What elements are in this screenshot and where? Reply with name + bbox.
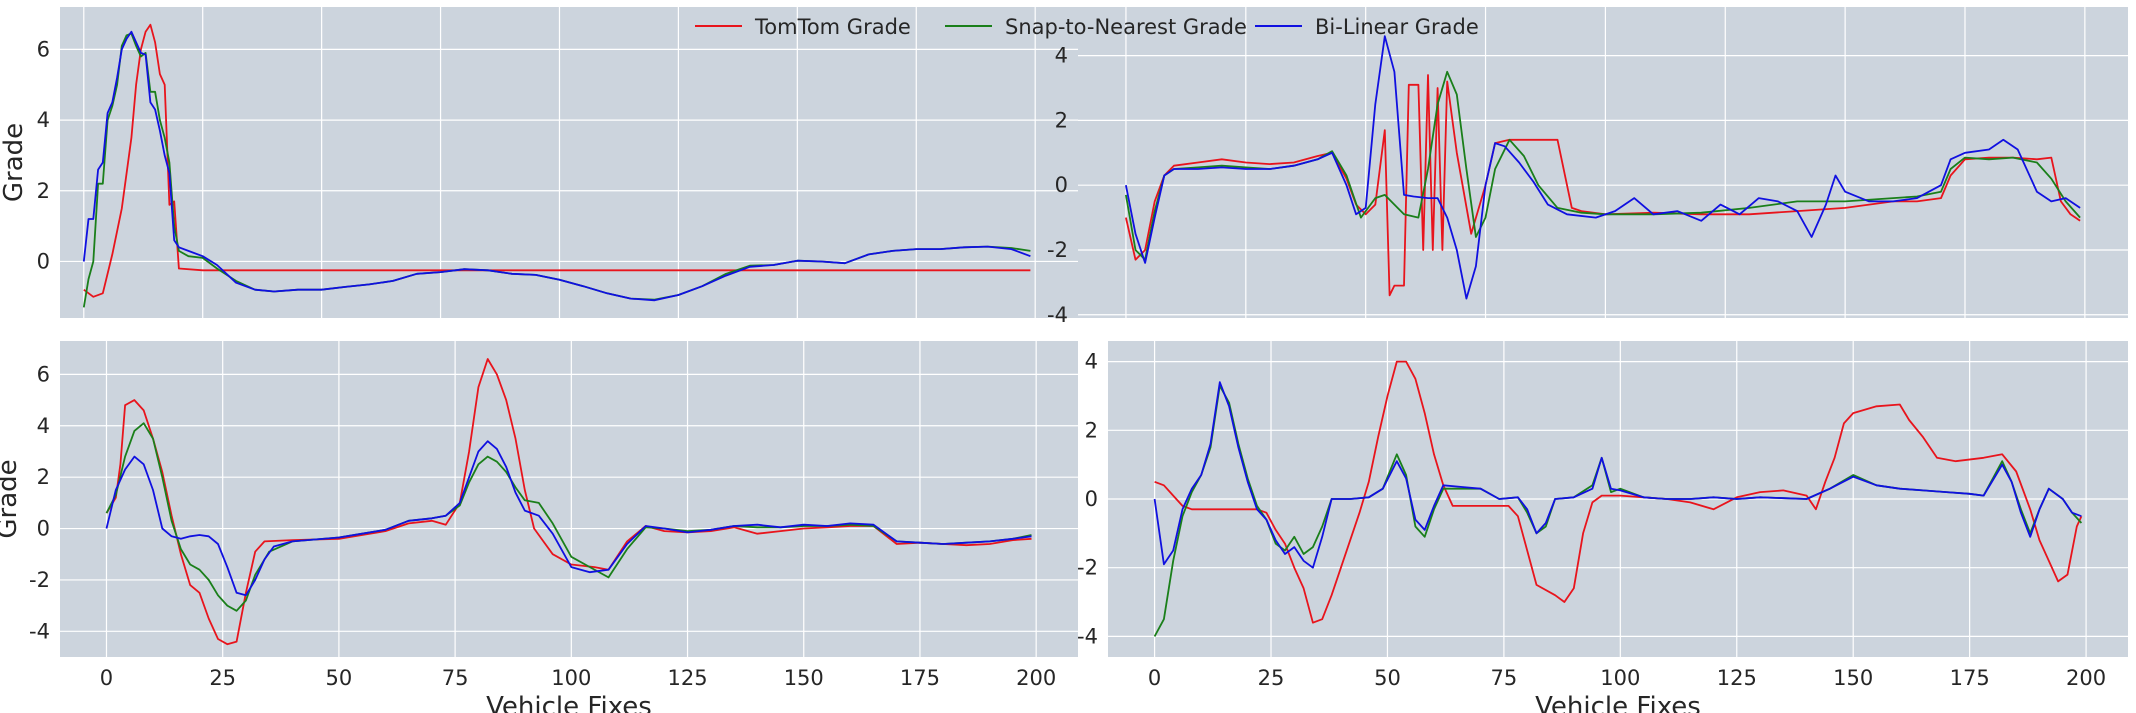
x-tick-label: 50	[326, 666, 353, 690]
y-tick-label: 2	[37, 179, 50, 203]
series-line-bi-linear-grade	[1153, 381, 2082, 569]
x-tick-label: 25	[1258, 666, 1285, 690]
y-tick-label: 6	[37, 37, 50, 61]
x-tick-label: 150	[1833, 666, 1873, 690]
legend-label-bilinear: Bi-Linear Grade	[1315, 15, 1479, 39]
x-tick-label: 175	[1950, 666, 1990, 690]
y-tick-label: 0	[37, 517, 50, 541]
x-tick-label: 200	[2066, 666, 2106, 690]
chart-panel-top-left: 0 2 4 6 Grade	[0, 7, 1078, 318]
y-tick-label: 2	[1085, 418, 1098, 442]
x-tick-label: 75	[1491, 666, 1518, 690]
y-axis-label: Grade	[0, 123, 29, 202]
chart-panel-bottom-right: -4 -2 0 2 4 0 25 50 75 100 125 150 175 200 Vehicle Fix…	[1077, 341, 2128, 713]
y-tick-label: 2	[1055, 108, 1068, 132]
x-tick-label: 200	[1016, 666, 1056, 690]
y-tick-label: -4	[1047, 303, 1068, 327]
plot-area-top-right	[1078, 7, 2128, 318]
x-tick-label: 125	[667, 666, 707, 690]
x-axis-label: Vehicle Fixes	[1535, 692, 1701, 713]
series-line-snap-to-nearest-grade	[1125, 70, 2081, 261]
x-tick-label: 100	[551, 666, 591, 690]
x-tick-label: 50	[1374, 666, 1401, 690]
y-tick-label: 4	[1055, 44, 1068, 68]
y-tick-label: 4	[37, 414, 50, 438]
x-tick-label: 25	[209, 666, 236, 690]
y-tick-label: -2	[29, 568, 50, 592]
x-tick-label: 0	[1148, 666, 1161, 690]
x-tick-label: 175	[900, 666, 940, 690]
y-tick-label: 4	[1085, 350, 1098, 374]
y-tick-label: 0	[37, 249, 50, 273]
x-tick-label: 125	[1717, 666, 1757, 690]
y-tick-label: -2	[1047, 238, 1068, 262]
series-line-bi-linear-grade	[1125, 35, 2081, 300]
chart-panel-bottom-left: -4 -2 0 2 4 6 0 25 50 75 100 125 150 175 200 Vehicle Fi…	[0, 341, 1078, 713]
x-tick-label: 75	[442, 666, 469, 690]
y-tick-label: -4	[29, 619, 50, 643]
plot-area-bottom-left	[60, 341, 1078, 657]
series-line-tomtom-grade	[83, 23, 1031, 298]
series-line-tomtom-grade	[105, 358, 1032, 646]
y-tick-label: 0	[1055, 173, 1068, 197]
legend-label-snap: Snap-to-Nearest Grade	[1005, 15, 1247, 39]
series-line-bi-linear-grade	[82, 30, 1031, 302]
series-line-tomtom-grade	[1125, 74, 2081, 297]
legend-label-tomtom: TomTom Grade	[754, 15, 911, 39]
y-tick-label: 2	[37, 465, 50, 489]
series-line-bi-linear-grade	[105, 440, 1032, 597]
y-tick-label: 4	[37, 108, 50, 132]
panels: 0 2 4 6 Grade -4 -2 0 2 4 -4 -2 0 2 4 6 0 25 50 75 100 125 150…	[0, 7, 2128, 713]
y-tick-label: 6	[37, 362, 50, 386]
y-tick-label: 0	[1085, 487, 1098, 511]
y-tick-label: -4	[1077, 624, 1098, 648]
legend: TomTom Grade Snap-to-Nearest Grade Bi-Li…	[695, 15, 1479, 39]
y-tick-label: -2	[1077, 556, 1098, 580]
plot-area-top-left	[60, 7, 1078, 318]
x-tick-label: 0	[100, 666, 113, 690]
x-tick-label: 100	[1600, 666, 1640, 690]
series-line-tomtom-grade	[1154, 360, 2083, 624]
y-axis-label: Grade	[0, 459, 23, 538]
x-tick-label: 150	[784, 666, 824, 690]
chart-panel-top-right: -4 -2 0 2 4	[1047, 7, 2128, 327]
x-axis-label: Vehicle Fixes	[486, 692, 652, 713]
